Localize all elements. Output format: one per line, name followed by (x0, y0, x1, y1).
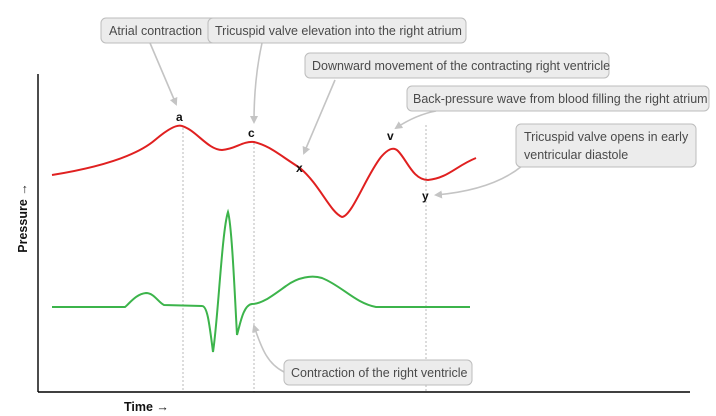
leader-atrial-contraction (149, 42, 178, 106)
callout-ventricle-contraction: Contraction of the right ventricle (283, 359, 473, 386)
wave-label-y: y (422, 189, 429, 203)
ecg-waveform (52, 208, 470, 353)
wave-label-c: c (248, 126, 255, 140)
callout-ventricle-contraction-text: Contraction of the right ventricle (291, 366, 468, 380)
leader-tricuspid-elevation (250, 42, 263, 124)
callout-tricuspid-elevation-text: Tricuspid valve elevation into the right… (215, 24, 462, 38)
leader-ventricle-contraction (252, 324, 285, 373)
callout-atrial-contraction-text: Atrial contraction (109, 24, 202, 38)
leader-downward-movement (302, 79, 336, 155)
callout-downward-movement: Downward movement of the contracting rig… (304, 52, 610, 79)
leader-back-pressure (394, 110, 437, 130)
callout-downward-movement-text: Downward movement of the contracting rig… (312, 59, 610, 73)
callout-back-pressure: Back-pressure wave from blood filling th… (406, 85, 710, 112)
callout-atrial-contraction: Atrial contraction (100, 17, 230, 44)
wave-label-a: a (176, 110, 183, 124)
wave-label-x: x (296, 161, 303, 175)
pressure-waveform (51, 124, 477, 219)
callout-tricuspid-opens: Tricuspid valve opens in early ventricul… (515, 123, 697, 168)
y-axis-label: Pressure → (16, 183, 30, 252)
callout-back-pressure-text: Back-pressure wave from blood filling th… (413, 92, 708, 106)
callout-tricuspid-opens-line1: Tricuspid valve opens in early (524, 130, 689, 144)
callout-tricuspid-opens-line2: ventricular diastole (524, 148, 628, 162)
callout-tricuspid-elevation: Tricuspid valve elevation into the right… (207, 17, 467, 44)
wave-label-v: v (387, 129, 394, 143)
leader-tricuspid-opens (434, 165, 523, 199)
x-axis-label: Time → (124, 400, 169, 414)
